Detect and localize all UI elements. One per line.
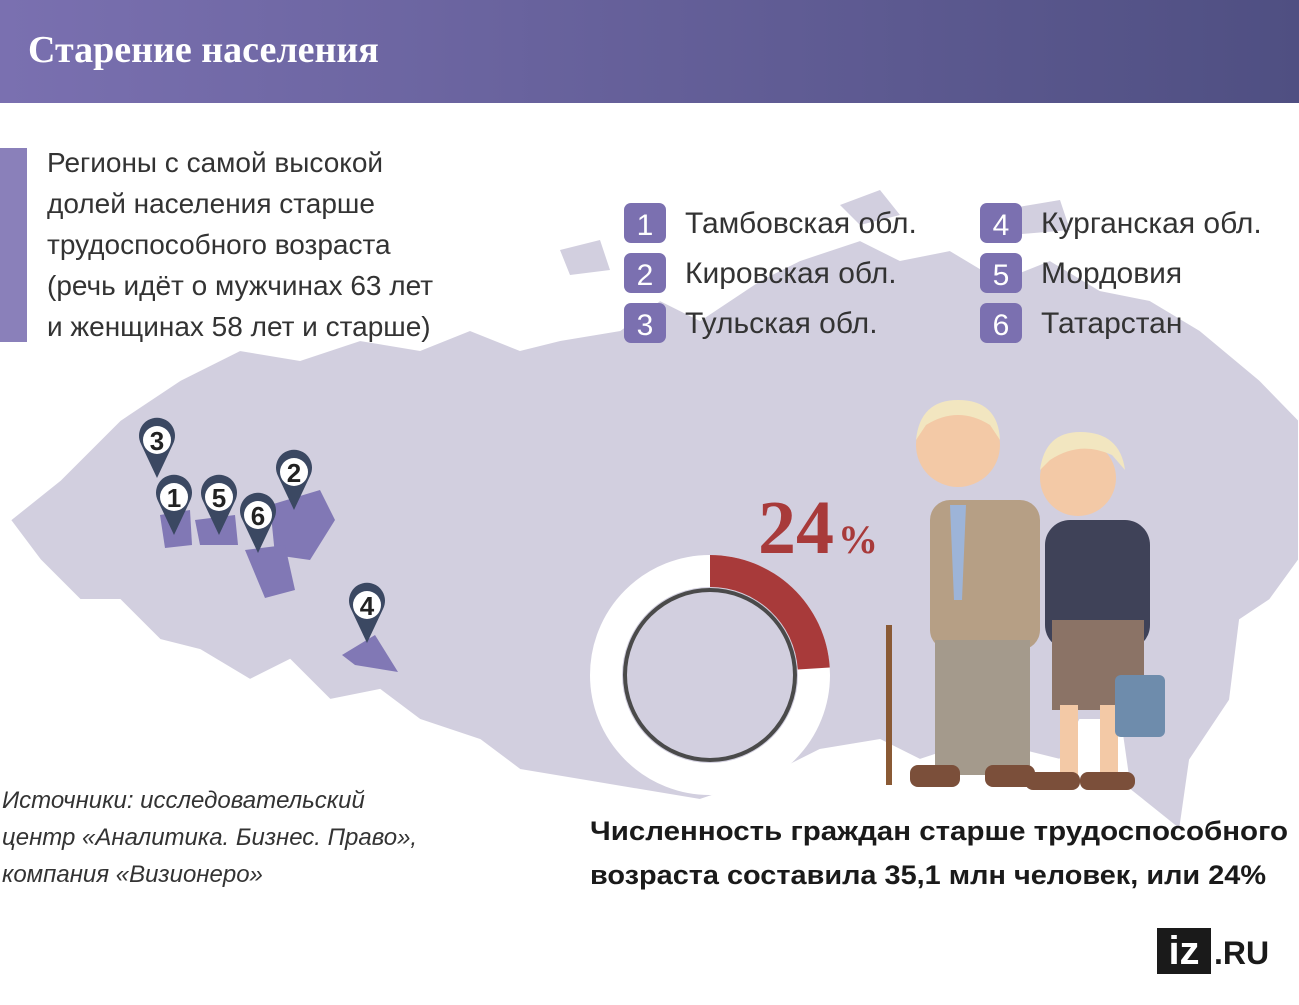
region xyxy=(195,515,238,545)
source-line: центр «Аналитика. Бизнес. Право», xyxy=(2,824,417,851)
intro-line: и женщинах 58 лет и старше) xyxy=(47,311,431,342)
intro-line: трудоспособного возраста xyxy=(47,229,391,260)
logo-domain: .RU xyxy=(1214,935,1269,971)
donut-inner-line xyxy=(623,588,797,762)
rank-number: 5 xyxy=(993,259,1010,292)
rank-badge xyxy=(624,253,666,293)
region xyxy=(342,635,398,672)
donut-unit: % xyxy=(838,517,878,562)
donut-value: 24 xyxy=(758,486,834,570)
source-line: Источники: исследовательский xyxy=(2,787,365,814)
caption-line: Численность граждан старше трудоспособно… xyxy=(590,816,1288,846)
rank-number: 4 xyxy=(993,209,1010,242)
elderly-couple xyxy=(886,400,1165,790)
region-name: Татарстан xyxy=(1041,307,1182,340)
region-name: Мордовия xyxy=(1041,257,1182,290)
region xyxy=(245,545,295,598)
pin-center xyxy=(280,458,308,486)
rank-number: 6 xyxy=(993,309,1010,342)
rank-badge xyxy=(980,253,1022,293)
rank-number: 2 xyxy=(637,259,654,292)
pin-center xyxy=(160,483,188,511)
pin-label: 1 xyxy=(167,483,181,513)
rank-badge xyxy=(980,203,1022,243)
island xyxy=(560,240,610,275)
accent-bar xyxy=(0,148,27,342)
intro-line: долей населения старше xyxy=(47,188,375,219)
pin-label: 5 xyxy=(212,483,226,513)
region-name: Кировская обл. xyxy=(685,257,897,290)
pin-center xyxy=(244,501,272,529)
intro-line: (речь идёт о мужчинах 63 лет xyxy=(47,270,433,301)
rank-badge xyxy=(980,303,1022,343)
rank-badge xyxy=(624,303,666,343)
title: Старение населения xyxy=(28,29,379,71)
pin-label: 3 xyxy=(150,426,164,456)
island xyxy=(840,190,900,225)
caption-line: возраста составила 35,1 млн человек, или… xyxy=(590,860,1266,890)
source-line: компания «Визионеро» xyxy=(2,861,263,888)
header-bar xyxy=(0,0,1299,103)
pin-center xyxy=(353,591,381,619)
logo-brand: iz xyxy=(1168,929,1199,973)
region-name: Курганская обл. xyxy=(1041,207,1262,240)
donut: 24% xyxy=(590,486,878,795)
region-name: Тульская обл. xyxy=(685,307,878,340)
donut-segment xyxy=(710,555,830,670)
pin-label: 6 xyxy=(251,501,265,531)
rank-number: 1 xyxy=(637,209,654,242)
pin-label: 2 xyxy=(287,458,301,488)
rank-badge xyxy=(624,203,666,243)
pin-label: 4 xyxy=(360,591,375,621)
pin-center xyxy=(143,426,171,454)
intro-line: Регионы с самой высокой xyxy=(47,147,383,178)
region xyxy=(270,490,335,560)
region-name: Тамбовская обл. xyxy=(685,207,917,240)
pin-center xyxy=(205,483,233,511)
rank-number: 3 xyxy=(637,309,654,342)
logo-box xyxy=(1157,928,1211,974)
